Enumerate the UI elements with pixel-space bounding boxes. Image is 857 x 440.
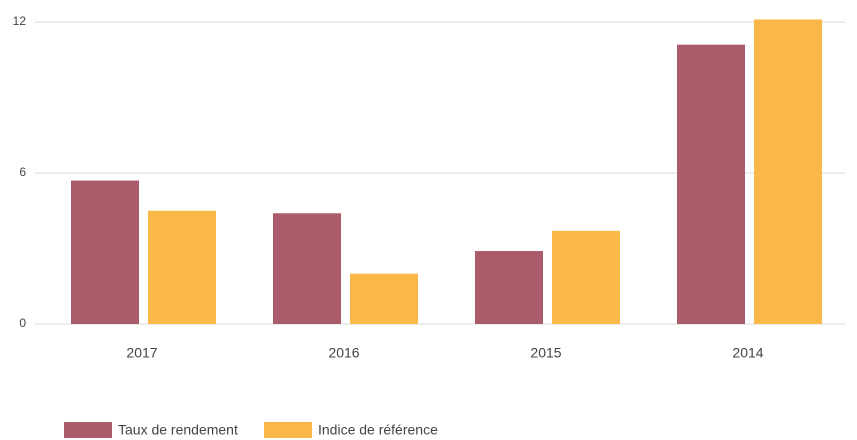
x-tick-label: 2015 [530,345,561,361]
bar [677,44,745,325]
bar [552,230,620,324]
bar [71,180,139,324]
bar [273,213,341,324]
bar [475,251,543,324]
legend-swatch [64,422,112,438]
y-tick-label: 0 [19,316,26,330]
x-tick-label: 2014 [732,345,763,361]
legend-swatch [264,422,312,438]
legend-label: Taux de rendement [118,422,238,438]
y-tick-label: 12 [13,14,27,28]
bar [350,273,418,324]
x-tick-label: 2016 [328,345,359,361]
legend-label: Indice de référence [318,422,438,438]
x-tick-label: 2017 [126,345,157,361]
bar [754,19,822,324]
bar [148,210,216,324]
y-tick-label: 6 [19,165,26,179]
